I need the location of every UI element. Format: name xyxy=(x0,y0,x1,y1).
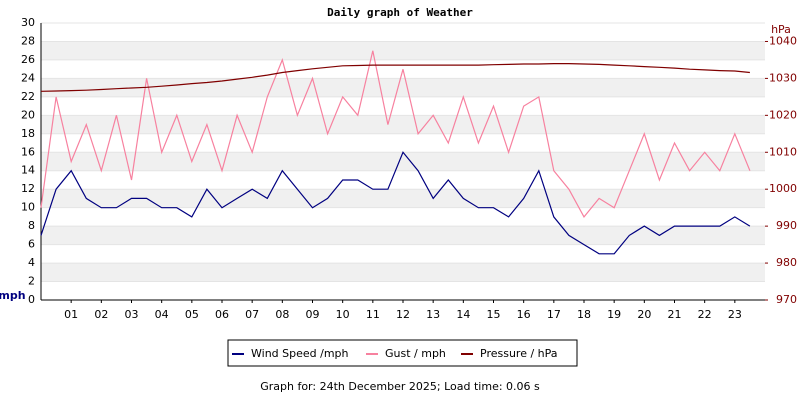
legend-label: Wind Speed /mph xyxy=(251,347,349,360)
grid-band xyxy=(41,78,765,97)
y-tick-label: 22 xyxy=(21,90,35,103)
x-tick-label: 19 xyxy=(607,308,621,321)
x-tick-label: 14 xyxy=(456,308,470,321)
grid-band xyxy=(41,41,765,60)
y-tick-label: 10 xyxy=(21,201,35,214)
x-tick-label: 03 xyxy=(125,308,139,321)
y2-axis-label: hPa xyxy=(771,23,791,36)
x-tick-label: 21 xyxy=(668,308,682,321)
y2-tick-label: 970 xyxy=(776,293,797,306)
y-tick-label: 12 xyxy=(21,182,35,195)
y2-tick-label: 1040 xyxy=(769,34,797,47)
x-tick-label: 13 xyxy=(426,308,440,321)
grid-band xyxy=(41,152,765,171)
grid-band xyxy=(41,226,765,245)
x-tick-label: 10 xyxy=(336,308,350,321)
grid-band xyxy=(41,263,765,282)
y-tick-label: 6 xyxy=(28,238,35,251)
grid-band xyxy=(41,189,765,208)
y2-tick-label: 1030 xyxy=(769,71,797,84)
chart-title: Daily graph of Weather xyxy=(327,6,473,19)
footer: Graph for: 24th December 2025; Load time… xyxy=(260,380,540,393)
legend-label: Gust / mph xyxy=(385,347,446,360)
x-tick-label: 20 xyxy=(637,308,651,321)
y-tick-label: 0 xyxy=(28,293,35,306)
x-tick-label: 16 xyxy=(517,308,531,321)
x-tick-label: 05 xyxy=(185,308,199,321)
grid-band xyxy=(41,115,765,134)
y-tick-label: 30 xyxy=(21,16,35,29)
x-tick-label: 07 xyxy=(245,308,259,321)
x-tick-label: 12 xyxy=(396,308,410,321)
y-tick-label: 2 xyxy=(28,275,35,288)
legend-label: Pressure / hPa xyxy=(480,347,558,360)
x-tick-label: 08 xyxy=(275,308,289,321)
x-tick-label: 09 xyxy=(306,308,320,321)
y-tick-label: 26 xyxy=(21,53,35,66)
series-line xyxy=(40,151,751,255)
y-tick-label: 20 xyxy=(21,108,35,121)
y2-tick-label: 1010 xyxy=(769,145,797,158)
y-axis-label: mph xyxy=(0,289,26,302)
series-line xyxy=(40,63,750,92)
legend-box xyxy=(227,339,578,367)
y-tick-label: 8 xyxy=(28,219,35,232)
series-line xyxy=(40,50,751,218)
x-tick-label: 18 xyxy=(577,308,591,321)
x-tick-label: 11 xyxy=(366,308,380,321)
y-tick-label: 18 xyxy=(21,127,35,140)
x-tick-label: 23 xyxy=(728,308,742,321)
y2-tick-label: 1020 xyxy=(769,108,797,121)
x-tick-label: 15 xyxy=(487,308,501,321)
x-tick-label: 04 xyxy=(155,308,169,321)
y2-tick-label: 1000 xyxy=(769,182,797,195)
x-tick-label: 17 xyxy=(547,308,561,321)
y2-tick-label: 980 xyxy=(776,256,797,269)
x-tick-label: 01 xyxy=(64,308,78,321)
y-tick-label: 24 xyxy=(21,71,35,84)
y-tick-label: 16 xyxy=(21,145,35,158)
x-tick-label: 22 xyxy=(698,308,712,321)
y2-tick-label: 990 xyxy=(776,219,797,232)
y-tick-label: 4 xyxy=(28,256,35,269)
y-tick-label: 14 xyxy=(21,164,35,177)
x-tick-label: 02 xyxy=(94,308,108,321)
x-tick-label: 06 xyxy=(215,308,229,321)
y-tick-label: 28 xyxy=(21,34,35,47)
